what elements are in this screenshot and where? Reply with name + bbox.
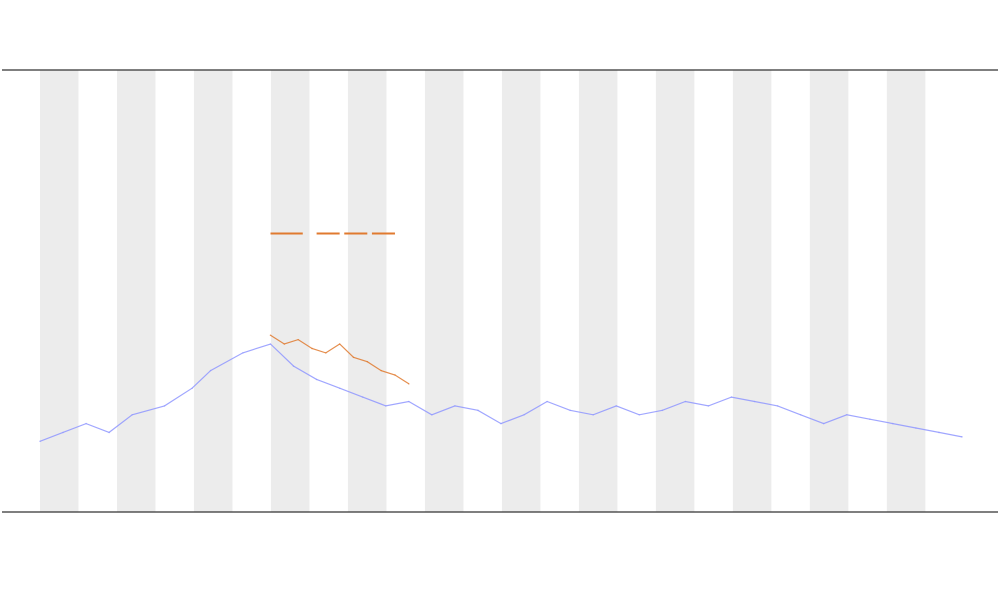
series-point xyxy=(569,409,571,412)
series-point xyxy=(454,405,456,407)
series-point xyxy=(292,365,295,367)
series-point xyxy=(638,413,641,416)
series-point xyxy=(915,427,917,429)
series-point xyxy=(776,405,779,407)
series-point xyxy=(163,405,166,407)
series-point xyxy=(384,405,387,407)
series-line-0 xyxy=(39,343,963,442)
series-point xyxy=(961,436,963,438)
series-point xyxy=(845,413,848,416)
background-band xyxy=(270,70,310,512)
series-point xyxy=(408,383,410,385)
series-point xyxy=(39,440,41,443)
series-point xyxy=(325,352,327,354)
series-point xyxy=(338,343,341,345)
background-band xyxy=(655,70,695,512)
series-point xyxy=(361,396,364,398)
series-point xyxy=(730,396,733,398)
background-band xyxy=(732,70,772,512)
series-point xyxy=(822,422,825,425)
series-point xyxy=(684,400,687,403)
background-band xyxy=(193,70,233,512)
series-point xyxy=(523,413,525,416)
series-point xyxy=(938,431,940,434)
background-band xyxy=(501,70,541,512)
series-point xyxy=(394,374,396,376)
series-point xyxy=(366,360,369,363)
series-point xyxy=(546,400,548,403)
series-point xyxy=(269,343,272,345)
series-point xyxy=(62,431,64,434)
series-point xyxy=(352,356,355,359)
series-point xyxy=(892,422,894,425)
series-point xyxy=(108,431,110,434)
series-point xyxy=(209,369,212,372)
series-point xyxy=(753,400,756,403)
series-point xyxy=(269,334,272,337)
series-point xyxy=(311,347,313,350)
series-point xyxy=(283,343,286,345)
series-point xyxy=(661,409,664,412)
series-point xyxy=(242,352,244,354)
background-band xyxy=(578,70,618,512)
background-band xyxy=(116,70,156,512)
series-point xyxy=(500,422,502,425)
series-point xyxy=(297,338,299,341)
series-point xyxy=(191,387,193,390)
series-point xyxy=(592,413,594,416)
background-band xyxy=(347,70,387,512)
series-point xyxy=(431,413,433,416)
series-point xyxy=(131,413,133,416)
background-band xyxy=(809,70,849,512)
series-point xyxy=(85,422,87,425)
series-point xyxy=(408,400,410,403)
series-point xyxy=(707,405,710,407)
series-point xyxy=(799,413,802,416)
background-band xyxy=(886,70,926,512)
series-point xyxy=(869,418,871,420)
series-point xyxy=(380,369,382,372)
series-point xyxy=(477,409,479,412)
series-point xyxy=(315,378,318,381)
background-band xyxy=(40,70,79,512)
background-band xyxy=(424,70,464,512)
series-point xyxy=(338,387,341,390)
series-point xyxy=(615,405,618,407)
